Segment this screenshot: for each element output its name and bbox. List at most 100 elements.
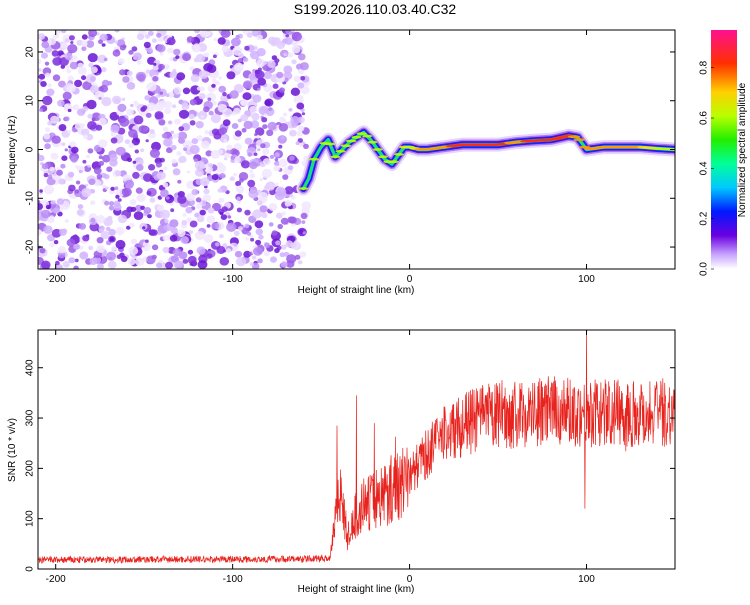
noise-blob: [68, 35, 75, 41]
noise-blob: [211, 78, 217, 83]
noise-blob: [98, 139, 108, 148]
noise-blob: [246, 32, 253, 38]
noise-blob: [291, 31, 302, 42]
noise-blob: [52, 57, 62, 66]
noise-blob: [260, 143, 266, 149]
noise-blob: [64, 38, 70, 43]
noise-blob: [87, 148, 94, 154]
noise-blob: [81, 128, 90, 137]
noise-blob: [284, 186, 294, 195]
noise-blob: [40, 81, 47, 87]
noise-blob: [291, 45, 301, 54]
noise-blob: [216, 162, 224, 168]
noise-blob: [114, 40, 119, 44]
noise-blob: [167, 91, 175, 98]
noise-blob: [235, 257, 247, 267]
noise-blob: [188, 230, 194, 235]
noise-blob: [264, 242, 271, 249]
noise-blob: [66, 83, 76, 93]
noise-blob: [149, 197, 156, 203]
noise-blob: [271, 230, 278, 236]
carrier-hotspot: [573, 138, 586, 142]
noise-blob: [67, 75, 74, 82]
noise-blob: [249, 234, 254, 239]
noise-blob: [162, 182, 169, 188]
carrier-hotspot: [367, 140, 378, 144]
noise-blob: [95, 215, 106, 224]
noise-blob: [129, 199, 137, 206]
noise-blob: [217, 188, 223, 193]
snr-ytick-label: 200: [25, 460, 36, 477]
noise-blob: [87, 53, 98, 63]
noise-blob: [138, 125, 148, 134]
noise-blob: [213, 37, 218, 42]
noise-blob: [206, 253, 213, 259]
noise-blob: [51, 228, 62, 238]
noise-blob: [42, 95, 53, 106]
noise-blob: [68, 257, 76, 264]
noise-blob: [47, 121, 52, 126]
noise-blob: [38, 100, 43, 108]
spectrogram-ytick-label: 20: [25, 46, 36, 58]
noise-blob: [103, 57, 108, 62]
noise-blob: [221, 45, 229, 53]
noise-blob: [200, 140, 210, 149]
noise-blob: [135, 257, 145, 266]
noise-blob: [43, 133, 51, 140]
noise-blob: [261, 212, 268, 219]
noise-blob: [226, 144, 233, 151]
noise-blob: [226, 71, 236, 80]
noise-blob: [217, 149, 224, 155]
noise-blob: [169, 71, 177, 79]
noise-blob: [81, 46, 87, 52]
spectrogram-xtick-label: 0: [407, 274, 413, 285]
noise-blob: [233, 107, 241, 115]
noise-blob: [38, 68, 42, 72]
noise-blob: [41, 41, 50, 49]
noise-blob: [278, 158, 288, 168]
noise-blob: [70, 41, 74, 44]
noise-blob: [62, 91, 72, 101]
carrier-hotspot: [356, 132, 367, 136]
noise-blob: [206, 166, 214, 173]
noise-blob: [145, 34, 151, 39]
noise-blob: [243, 80, 253, 89]
snr-axes: -200 -100 0 100 0 100 200 300 400: [25, 330, 675, 585]
noise-blob: [72, 106, 76, 110]
noise-blob: [199, 209, 206, 216]
noise-blob: [263, 250, 270, 257]
noise-blob: [287, 165, 294, 171]
noise-blob: [297, 138, 303, 143]
noise-blob: [255, 239, 262, 246]
noise-blob: [163, 107, 172, 115]
noise-blob: [38, 200, 41, 204]
noise-blob: [128, 129, 138, 138]
noise-blob: [78, 245, 84, 250]
noise-blob: [57, 50, 64, 56]
noise-blob: [268, 222, 274, 227]
noise-blob: [51, 50, 59, 57]
noise-blob: [88, 245, 94, 251]
noise-blob: [166, 37, 176, 46]
noise-blob: [300, 212, 308, 220]
noise-blob: [58, 80, 66, 88]
spectrogram-ytick-label: 10: [25, 95, 36, 107]
snr-xtick-label: -200: [46, 574, 66, 585]
noise-blob: [194, 30, 200, 34]
noise-blob: [203, 52, 210, 58]
snr-ytick-label: 100: [25, 510, 36, 527]
colorbar-tick-label: 0.0: [699, 262, 710, 276]
noise-blob: [222, 108, 233, 118]
noise-blob: [58, 228, 67, 236]
noise-blob: [117, 58, 125, 65]
noise-blob: [256, 34, 263, 41]
noise-blob: [233, 243, 238, 247]
noise-blob: [226, 222, 237, 232]
noise-blob: [50, 115, 59, 124]
noise-blob: [87, 121, 97, 130]
noise-blob: [93, 167, 102, 175]
carrier-hotspot: [362, 134, 373, 138]
snr-xtick-label: 0: [407, 574, 413, 585]
noise-blob: [130, 103, 134, 108]
noise-blob: [159, 52, 164, 56]
